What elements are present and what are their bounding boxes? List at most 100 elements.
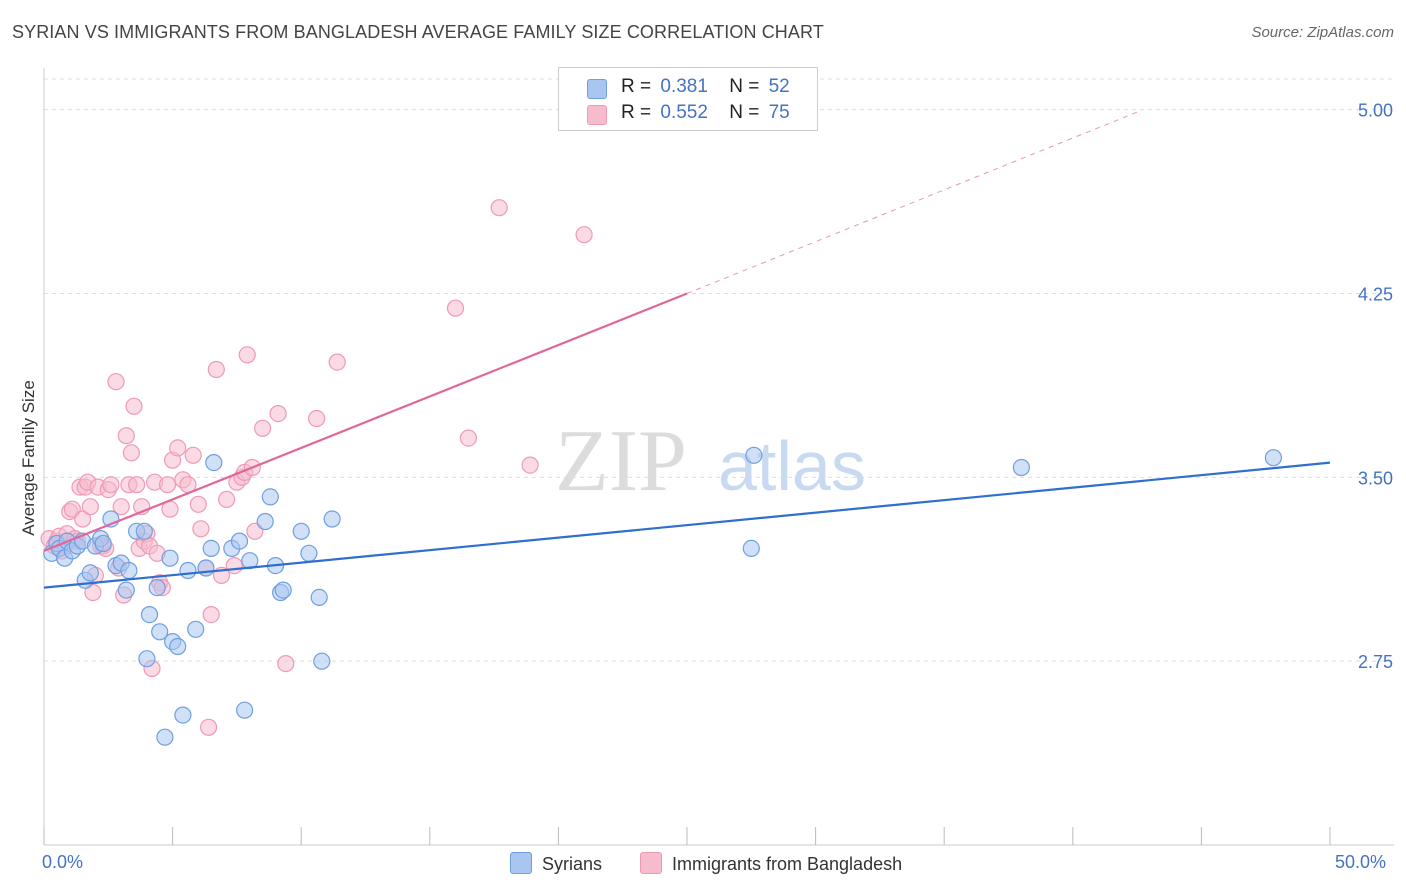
point-bangladesh (189, 495, 207, 513)
legend-swatch-syrians (587, 79, 607, 99)
x-axis-max-label: 50.0% (1334, 852, 1386, 872)
trend-line-bangladesh (43, 292, 688, 552)
legend-swatch-syrians (510, 852, 532, 874)
point-syrians (169, 637, 187, 656)
legend-n-label: N = (729, 102, 760, 123)
point-bangladesh (254, 419, 272, 437)
point-bangladesh (238, 346, 256, 364)
point-syrians (292, 522, 310, 540)
legend-item-syrians: Syrians (510, 852, 602, 875)
legend-swatch-bangladesh (640, 852, 662, 874)
chart-title: SYRIAN VS IMMIGRANTS FROM BANGLADESH AVE… (12, 22, 824, 42)
watermark: ZIP atlas (555, 413, 866, 510)
y-tick-labels: 2.75 3.50 4.25 5.00 (1358, 101, 1393, 672)
x-ticks (43, 827, 1331, 845)
y-tick-label: 5.00 (1358, 101, 1393, 121)
point-bangladesh (117, 427, 135, 445)
point-bangladesh (128, 476, 146, 494)
point-syrians (202, 539, 220, 558)
point-syrians (205, 454, 223, 472)
trend-lines (43, 111, 1331, 589)
trend-line-syrians (43, 461, 1331, 589)
point-bangladesh (225, 556, 243, 575)
point-bangladesh (575, 226, 593, 244)
y-tick-label: 4.25 (1358, 285, 1393, 305)
point-syrians (1012, 458, 1031, 477)
point-syrians (151, 623, 169, 641)
gridlines (44, 78, 1394, 662)
legend-item-bangladesh: Immigrants from Bangladesh (640, 852, 902, 875)
point-bangladesh (269, 405, 287, 423)
legend-r-value: 0.552 (660, 102, 708, 123)
point-syrians (323, 510, 341, 528)
point-syrians (187, 620, 205, 638)
point-syrians (313, 652, 331, 670)
point-bangladesh (308, 409, 326, 428)
legend-r-label: R = (621, 76, 652, 97)
watermark-atlas: atlas (718, 427, 866, 505)
point-syrians (135, 522, 153, 540)
point-syrians (148, 578, 166, 597)
point-syrians (174, 706, 192, 724)
legend-swatch-bangladesh (587, 105, 607, 125)
legend-r-label: R = (621, 102, 652, 123)
point-syrians (138, 650, 156, 668)
watermark-zip: ZIP (555, 413, 687, 510)
point-syrians (81, 564, 99, 582)
point-syrians (161, 549, 179, 567)
point-bangladesh (102, 476, 120, 494)
point-bangladesh (81, 498, 99, 516)
series-syrians-points (43, 446, 1283, 746)
legend-label-syrians: Syrians (542, 854, 603, 874)
y-tick-label: 3.50 (1358, 468, 1393, 488)
point-syrians (256, 512, 274, 531)
legend-label-bangladesh: Immigrants from Bangladesh (672, 854, 903, 874)
point-syrians (236, 701, 254, 719)
legend-n-value: 75 (768, 102, 790, 123)
axes (43, 68, 1394, 846)
point-bangladesh (192, 520, 210, 538)
point-bangladesh (73, 510, 92, 528)
chart-source: Source: ZipAtlas.com (1251, 24, 1394, 41)
point-syrians (742, 539, 760, 558)
point-syrians (156, 728, 174, 746)
point-syrians (745, 446, 763, 464)
point-bangladesh (202, 605, 220, 624)
point-bangladesh (207, 360, 225, 379)
point-syrians (140, 605, 159, 624)
point-syrians (179, 561, 197, 580)
series-legend: Syrians Immigrants from Bangladesh (0, 852, 1406, 878)
legend-n-value: 52 (768, 76, 790, 97)
point-syrians (274, 581, 292, 599)
legend-r-value: 0.381 (660, 76, 708, 97)
point-bangladesh (200, 718, 218, 736)
point-bangladesh (459, 429, 477, 447)
point-syrians (117, 581, 135, 599)
point-bangladesh (84, 583, 102, 602)
point-bangladesh (125, 397, 143, 415)
x-axis-min-label: 0.0% (42, 852, 84, 872)
stats-legend: R = 0.381 N = 52 R = 0.552 N = 75 (558, 67, 818, 131)
point-syrians (197, 559, 215, 577)
point-bangladesh (158, 476, 177, 494)
point-syrians (230, 532, 249, 550)
point-bangladesh (521, 456, 539, 474)
point-syrians (120, 561, 138, 580)
point-bangladesh (184, 446, 202, 464)
point-syrians (1264, 449, 1283, 467)
point-syrians (94, 534, 112, 553)
y-axis-label: Average Family Size (19, 380, 38, 536)
point-bangladesh (218, 490, 236, 508)
trend-line-bangladesh-extension (686, 111, 1138, 294)
point-bangladesh (328, 353, 346, 371)
point-bangladesh (446, 299, 465, 317)
point-bangladesh (169, 439, 187, 457)
point-syrians (300, 544, 318, 562)
point-bangladesh (112, 498, 130, 516)
point-bangladesh (490, 199, 508, 217)
legend-n-label: N = (729, 76, 760, 97)
point-bangladesh (122, 444, 140, 462)
point-bangladesh (277, 654, 295, 673)
point-syrians (310, 588, 328, 607)
